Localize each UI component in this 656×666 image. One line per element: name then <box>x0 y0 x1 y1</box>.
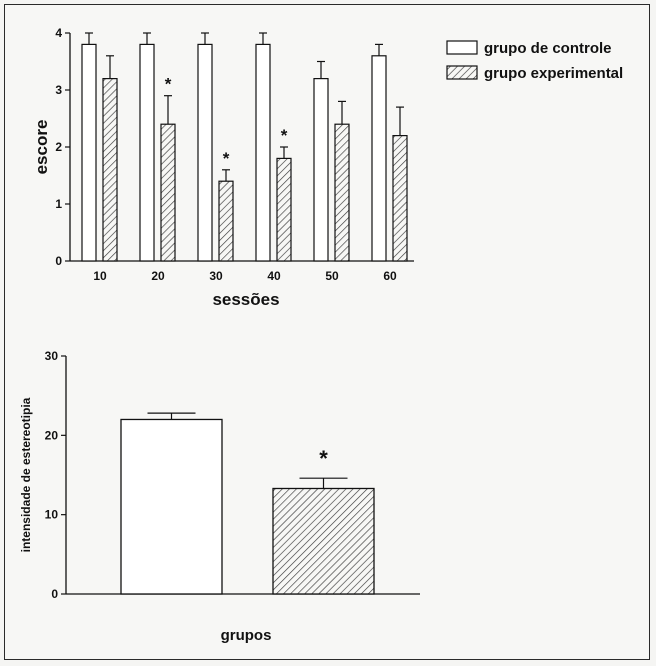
chart1-x-tick-label: 20 <box>151 269 165 283</box>
chart1-bar-experimental <box>276 157 292 262</box>
chart1-x-tick-label: 10 <box>93 269 107 283</box>
chart1-legend: grupo de controle grupo experimental <box>446 40 623 82</box>
legend-label-control: grupo de controle <box>484 40 612 57</box>
chart1-y-tick-label: 3 <box>55 83 62 97</box>
chart1-y-tick-label: 1 <box>55 197 62 211</box>
legend-swatch-control <box>446 40 478 55</box>
chart2-significance-marker: * <box>319 446 328 471</box>
legend-swatch-experimental <box>446 65 478 80</box>
chart2-y-tick-label: 0 <box>51 587 58 601</box>
chart1-x-tick-label: 40 <box>267 269 281 283</box>
chart2-ylabel: intensidade de estereotipia <box>19 397 33 552</box>
chart1-significance-marker: * <box>281 126 288 145</box>
chart1-bar-experimental <box>218 180 234 262</box>
chart1-y-tick-label: 2 <box>55 140 62 154</box>
chart1-x-tick-label: 60 <box>383 269 397 283</box>
chart1-bar-experimental <box>334 123 350 262</box>
chart2-xlabel: grupos <box>221 627 272 644</box>
chart1-significance-marker: * <box>223 149 230 168</box>
chart1-y-tick-label: 0 <box>55 254 62 268</box>
chart1-y-tick-label: 4 <box>55 26 62 40</box>
chart2-marks: 0 10 20 30 * <box>45 349 420 601</box>
chart1-ylabel: escore <box>32 120 51 175</box>
chart1-marks: 0 1 2 3 4 10 20 * 30 * 40 * 50 60 <box>55 26 414 283</box>
chart1-significance-marker: * <box>165 75 172 94</box>
chart1-bar-control <box>255 43 271 262</box>
chart2-y-tick-label: 20 <box>45 428 59 442</box>
chart1-x-tick-label: 30 <box>209 269 223 283</box>
chart1-bar-experimental <box>392 135 408 262</box>
chart1-bar-experimental <box>102 77 118 262</box>
chart1-bar-experimental <box>160 123 176 262</box>
chart2-bar-control <box>120 418 223 595</box>
chart1-bar-control <box>371 55 387 262</box>
chart1-bar-control <box>313 77 329 262</box>
chart1-bar-control <box>81 43 97 262</box>
chart1-bar-control <box>197 43 213 262</box>
chart1-bar-control <box>139 43 155 262</box>
chart2-y-tick-label: 30 <box>45 349 59 363</box>
chart2-bar-experimental <box>272 487 375 595</box>
chart1-x-tick-label: 50 <box>325 269 339 283</box>
chart2-y-tick-label: 10 <box>45 508 59 522</box>
legend-label-experimental: grupo experimental <box>484 65 623 82</box>
chart1-xlabel: sessões <box>212 290 279 309</box>
